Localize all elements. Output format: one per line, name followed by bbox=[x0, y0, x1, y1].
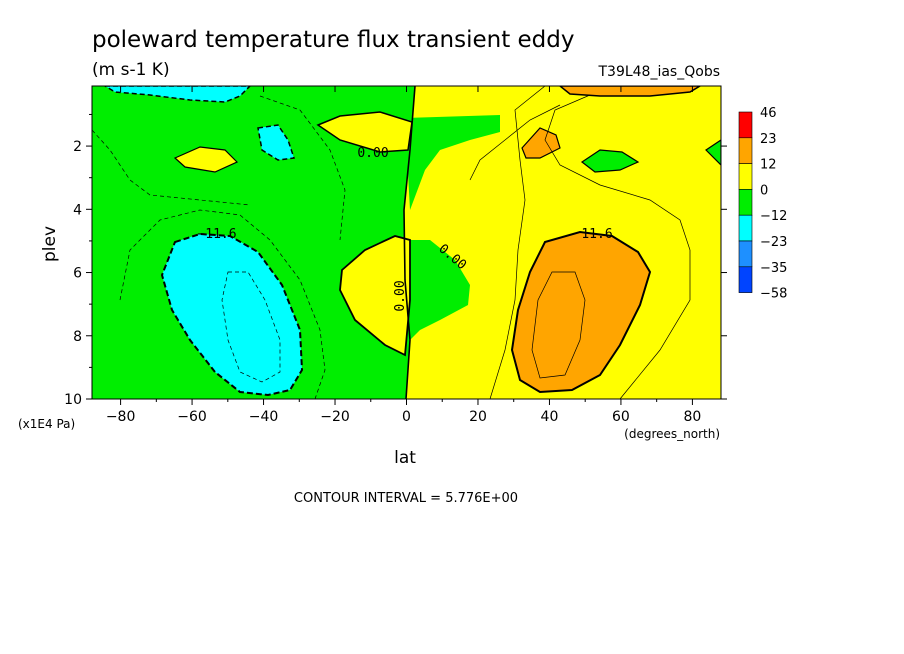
y-tick-label: 10 bbox=[64, 392, 82, 408]
contour-label-zero-upper: 0.00 bbox=[357, 146, 388, 161]
contour-outer-south bbox=[119, 209, 326, 399]
x-tick-label: 20 bbox=[469, 409, 487, 425]
y-tick-label: 8 bbox=[73, 329, 82, 345]
fill-green-edge-north bbox=[705, 139, 721, 166]
fill-negative-lobe-equator bbox=[405, 240, 470, 340]
colorbar: 46 23 12 0 −12 −23 −35 −58 bbox=[738, 106, 787, 302]
contour-upper-west bbox=[92, 129, 251, 206]
colorbar-label: 23 bbox=[760, 132, 777, 147]
x-tick-label: 40 bbox=[541, 409, 559, 425]
x-tick-label: 60 bbox=[612, 409, 630, 425]
x-axis-units: (degrees_north) bbox=[624, 427, 720, 441]
x-tick-label: −40 bbox=[249, 409, 279, 425]
fill-negative-blob-north bbox=[405, 115, 500, 210]
colorbar-swatch bbox=[738, 214, 753, 242]
fill-positive-upper-tongue bbox=[316, 111, 413, 153]
fill-cyan-upper-south bbox=[103, 86, 252, 103]
x-tick-label: 0 bbox=[402, 409, 411, 425]
contour-inner-south bbox=[221, 271, 281, 383]
contour-label-pos: 11.6 bbox=[581, 227, 612, 242]
x-tick-label: −20 bbox=[320, 409, 350, 425]
colorbar-label: −58 bbox=[760, 287, 787, 302]
contour-inner-north bbox=[531, 271, 586, 379]
fill-cyan-core-south bbox=[160, 232, 304, 397]
contour-zero-equator bbox=[403, 86, 416, 399]
colorbar-label: −12 bbox=[760, 209, 787, 224]
colorbar-swatch bbox=[738, 163, 753, 190]
colorbar-label: 12 bbox=[760, 158, 777, 173]
fill-orange-core-north bbox=[510, 230, 652, 394]
experiment-label: T39L48_ias_Qobs bbox=[597, 64, 720, 80]
contour-outer-north bbox=[544, 94, 691, 399]
fill-green-small-north bbox=[580, 149, 640, 173]
plot-area: 11.6 0.00 0.00 0.00 −11.6 bbox=[92, 86, 721, 399]
x-tick-label: 80 bbox=[683, 409, 701, 425]
y-axis-ticks: 2 4 6 8 10 bbox=[64, 113, 727, 408]
contour-upper-north bbox=[469, 104, 561, 181]
colorbar-swatch bbox=[738, 240, 753, 268]
fill-orange-small-north bbox=[521, 127, 561, 159]
colorbar-swatch bbox=[738, 111, 753, 139]
colorbar-label: −23 bbox=[760, 235, 787, 250]
y-tick-label: 4 bbox=[73, 202, 82, 218]
x-tick-label: −80 bbox=[106, 409, 136, 425]
chart-subtitle: (m s-1 K) bbox=[92, 60, 170, 80]
fill-orange-upper-north bbox=[558, 86, 702, 97]
fill-positive-equator bbox=[339, 235, 411, 357]
contour-upper-south bbox=[259, 95, 346, 241]
contour-label-zero-equator: 0.00 bbox=[393, 280, 408, 311]
fill-negative-base bbox=[92, 86, 415, 399]
contour-label-neg: −11.6 bbox=[197, 227, 236, 242]
chart-title: poleward temperature flux transient eddy bbox=[92, 27, 574, 53]
x-tick-label: −60 bbox=[177, 409, 207, 425]
colorbar-label: −35 bbox=[760, 261, 787, 276]
colorbar-swatch bbox=[738, 266, 753, 293]
contour-interval: CONTOUR INTERVAL = 5.776E+00 bbox=[294, 491, 518, 506]
x-axis-label: lat bbox=[394, 448, 416, 468]
fill-positive-small-south bbox=[173, 146, 239, 173]
colorbar-label: 46 bbox=[760, 106, 777, 121]
y-tick-label: 2 bbox=[73, 139, 82, 155]
colorbar-swatch bbox=[738, 189, 753, 216]
y-tick-label: 6 bbox=[73, 266, 82, 282]
fill-cyan-small-south bbox=[257, 124, 296, 161]
contour-mid-north bbox=[489, 86, 546, 399]
colorbar-label: 0 bbox=[760, 183, 768, 198]
y-axis-label: plev bbox=[40, 226, 60, 262]
colorbar-swatch bbox=[738, 137, 753, 164]
y-axis-units: (x1E4 Pa) bbox=[18, 417, 75, 431]
x-axis-ticks: −80 −60 −40 −20 0 20 40 60 80 bbox=[106, 86, 701, 425]
